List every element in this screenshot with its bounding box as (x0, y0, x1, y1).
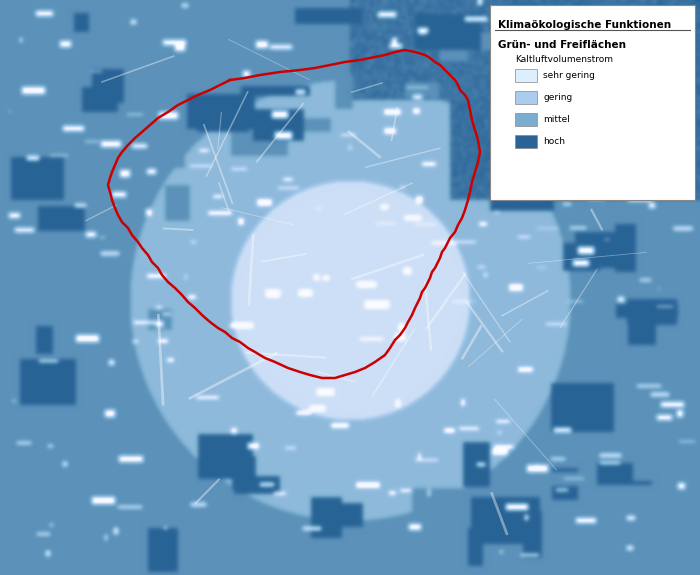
Bar (515, 113, 537, 125)
Text: sehr gering: sehr gering (543, 71, 595, 79)
Text: gering: gering (543, 93, 573, 102)
Bar (515, 90, 537, 104)
Text: hoch: hoch (543, 136, 565, 145)
Bar (515, 68, 537, 82)
Text: Klimaökologische Funktionen: Klimaökologische Funktionen (498, 20, 671, 30)
Text: Grün- und Freiflächen: Grün- und Freiflächen (498, 40, 626, 50)
Bar (515, 135, 537, 148)
Text: mittel: mittel (543, 114, 570, 124)
Text: Kaltluftvolumenstrom: Kaltluftvolumenstrom (515, 55, 613, 64)
Bar (490, 5, 695, 200)
